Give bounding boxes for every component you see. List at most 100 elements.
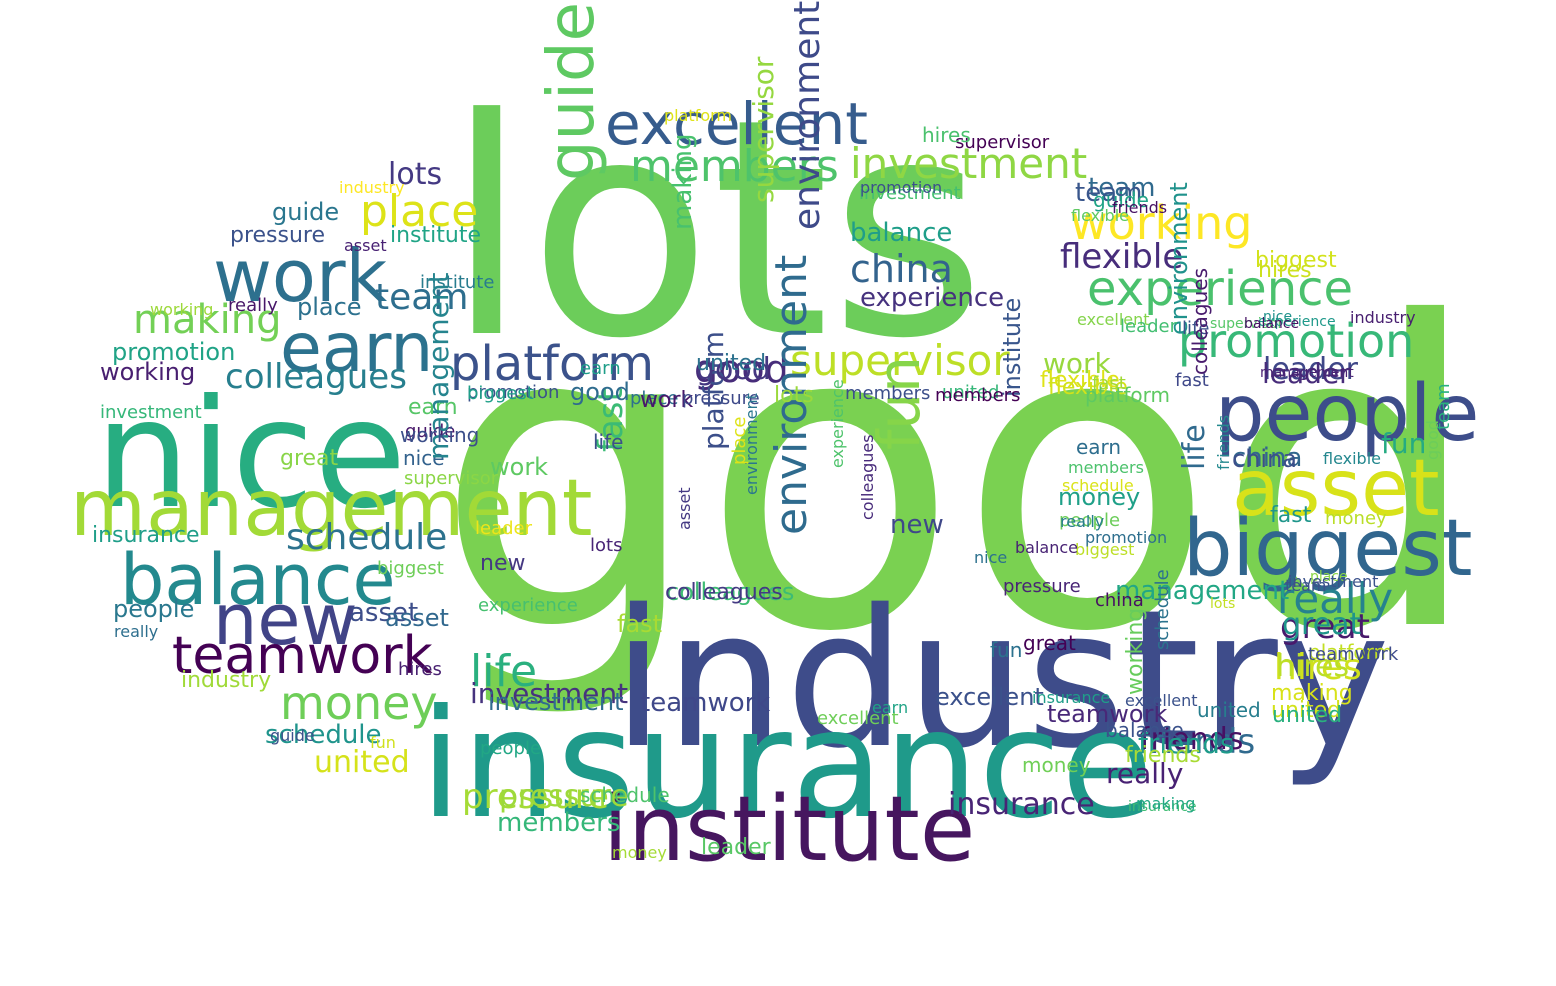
cloud-word: promotion bbox=[112, 338, 236, 366]
cloud-word: friends bbox=[1125, 743, 1201, 768]
cloud-word: institute bbox=[603, 777, 976, 882]
cloud-word: making bbox=[668, 133, 698, 230]
cloud-word: friends bbox=[1112, 198, 1168, 217]
cloud-word: united bbox=[1271, 698, 1342, 723]
cloud-word: biggest bbox=[377, 558, 444, 579]
cloud-word: leader bbox=[1263, 352, 1359, 387]
cloud-word: members bbox=[497, 808, 621, 838]
cloud-word: lots bbox=[590, 535, 623, 556]
cloud-word: earn bbox=[1076, 435, 1122, 459]
cloud-word: nice bbox=[1263, 309, 1293, 325]
cloud-word: really bbox=[1277, 574, 1394, 623]
cloud-word: flexible bbox=[1048, 375, 1128, 400]
cloud-word: supervisor bbox=[1210, 316, 1284, 332]
cloud-word: great bbox=[1282, 607, 1362, 642]
cloud-word: place bbox=[630, 388, 679, 409]
cloud-word: hires bbox=[922, 123, 971, 147]
cloud-word: friends bbox=[1140, 722, 1244, 757]
cloud-word: earn bbox=[872, 698, 909, 717]
cloud-word: balance bbox=[1015, 538, 1078, 557]
cloud-word: united bbox=[1272, 703, 1343, 728]
cloud-word: supervisor bbox=[404, 468, 499, 489]
cloud-word: team bbox=[1088, 173, 1156, 203]
cloud-word: china bbox=[1095, 590, 1144, 611]
cloud-word: people bbox=[1215, 369, 1480, 459]
cloud-word: friends bbox=[1138, 727, 1235, 760]
cloud-word: working bbox=[1123, 607, 1148, 695]
cloud-word: good bbox=[694, 347, 789, 391]
cloud-word: members bbox=[845, 383, 931, 404]
cloud-word: fast bbox=[1175, 370, 1209, 391]
cloud-word: place bbox=[297, 293, 362, 321]
cloud-word: pressure bbox=[1003, 576, 1081, 597]
cloud-word: money bbox=[1325, 508, 1387, 529]
cloud-word: new bbox=[480, 551, 526, 576]
cloud-word: institute bbox=[420, 272, 495, 293]
cloud-word: balance bbox=[1105, 718, 1184, 742]
cloud-word: money bbox=[612, 843, 667, 862]
cloud-word: united bbox=[1197, 698, 1261, 722]
cloud-word: colleagues bbox=[665, 580, 783, 605]
cloud-word: members bbox=[630, 141, 839, 192]
cloud-word: schedule bbox=[1062, 476, 1134, 495]
cloud-word: working bbox=[400, 423, 480, 447]
cloud-word: people bbox=[113, 595, 195, 623]
cloud-word: teamwork bbox=[1047, 700, 1168, 728]
cloud-word: fun bbox=[370, 733, 396, 752]
cloud-word: teamwork bbox=[172, 626, 433, 686]
cloud-word: good bbox=[570, 378, 630, 406]
cloud-word: fast bbox=[1270, 503, 1312, 528]
cloud-word: excellent bbox=[1077, 310, 1150, 329]
cloud-word: schedule bbox=[265, 720, 382, 750]
cloud-word: life bbox=[593, 430, 624, 454]
cloud-word: teamwork bbox=[640, 688, 771, 718]
cloud-word: platform bbox=[664, 106, 732, 125]
cloud-word: biggest bbox=[1075, 540, 1135, 559]
cloud-word: good bbox=[435, 235, 1483, 724]
cloud-word: platform bbox=[450, 336, 654, 392]
cloud-word: promotion bbox=[1085, 528, 1168, 547]
cloud-word: excellent bbox=[817, 708, 899, 729]
cloud-word: leader bbox=[701, 835, 771, 860]
cloud-word: making bbox=[1271, 681, 1353, 706]
cloud-word: working bbox=[150, 300, 214, 319]
cloud-word: investment bbox=[470, 677, 629, 710]
cloud-word: experience bbox=[1087, 261, 1354, 317]
cloud-word: money bbox=[1022, 753, 1091, 777]
cloud-word: work bbox=[640, 388, 694, 413]
cloud-word: members bbox=[1068, 458, 1144, 477]
cloud-word: lots bbox=[774, 383, 814, 408]
cloud-word: place bbox=[729, 416, 750, 465]
cloud-word: balance bbox=[850, 218, 953, 248]
cloud-word: really bbox=[228, 295, 278, 316]
cloud-word: great bbox=[280, 446, 339, 471]
cloud-word: fun bbox=[990, 638, 1023, 662]
cloud-word: leader bbox=[1262, 357, 1351, 390]
cloud-word: fast bbox=[617, 610, 663, 638]
cloud-word: asset bbox=[1232, 444, 1440, 534]
cloud-word: pressure bbox=[682, 388, 760, 409]
cloud-word: work bbox=[1043, 347, 1111, 380]
cloud-word: hires bbox=[1276, 649, 1350, 684]
cloud-word: flexible bbox=[1060, 237, 1184, 277]
cloud-word: schedule bbox=[1152, 569, 1173, 650]
cloud-word: pressure bbox=[230, 223, 326, 248]
cloud-word: people bbox=[480, 738, 542, 759]
cloud-word: earn bbox=[408, 395, 458, 420]
cloud-word: great bbox=[1023, 631, 1076, 655]
cloud-word: industry bbox=[339, 178, 405, 197]
cloud-word: balance bbox=[1244, 316, 1300, 332]
cloud-word: supervisor bbox=[790, 336, 1010, 385]
cloud-word: colleagues bbox=[225, 357, 407, 397]
cloud-word: guide bbox=[270, 726, 315, 745]
cloud-word: guide bbox=[272, 198, 340, 226]
cloud-word: leader bbox=[475, 518, 533, 539]
cloud-word: management bbox=[70, 464, 593, 554]
cloud-word: industry bbox=[612, 569, 1391, 790]
cloud-word: pressure bbox=[499, 779, 629, 814]
cloud-word: flexible bbox=[1071, 206, 1129, 225]
cloud-word: making bbox=[1136, 794, 1196, 813]
cloud-word: asset bbox=[675, 487, 694, 530]
cloud-word: china bbox=[850, 247, 953, 291]
cloud-word: united bbox=[696, 351, 767, 376]
